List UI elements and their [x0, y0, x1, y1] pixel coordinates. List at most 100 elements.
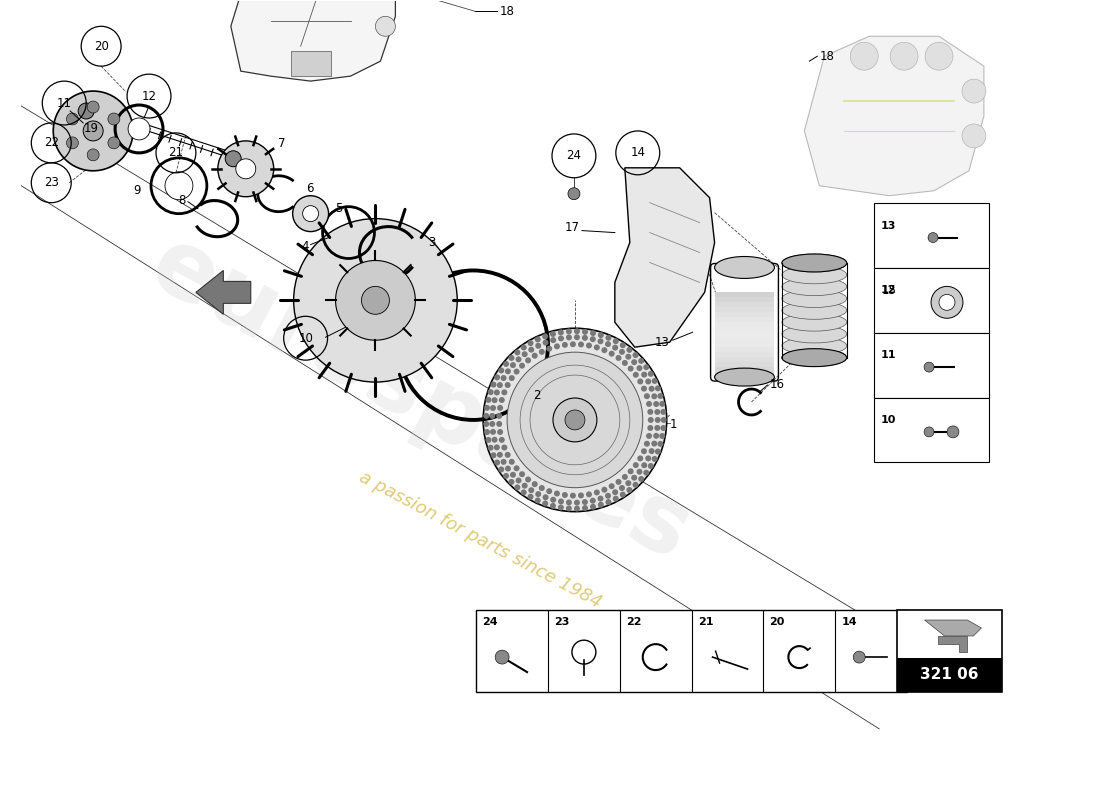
Circle shape — [507, 352, 642, 488]
Ellipse shape — [782, 290, 847, 307]
Circle shape — [508, 479, 515, 485]
Circle shape — [508, 355, 515, 361]
Circle shape — [616, 355, 622, 361]
Circle shape — [590, 498, 596, 504]
Circle shape — [631, 359, 637, 365]
Circle shape — [578, 493, 584, 498]
Circle shape — [505, 466, 512, 471]
Circle shape — [235, 159, 255, 178]
Circle shape — [78, 103, 95, 119]
Circle shape — [850, 42, 878, 70]
Circle shape — [502, 390, 507, 395]
Bar — [715, 367, 774, 372]
Circle shape — [605, 499, 612, 505]
Circle shape — [492, 397, 497, 403]
Bar — [715, 338, 774, 342]
Circle shape — [962, 124, 986, 148]
Circle shape — [641, 448, 647, 454]
Circle shape — [658, 393, 663, 399]
Circle shape — [616, 479, 622, 485]
Ellipse shape — [782, 313, 847, 331]
Circle shape — [226, 150, 241, 166]
Text: eurospares: eurospares — [135, 219, 705, 581]
Circle shape — [558, 330, 564, 335]
Ellipse shape — [715, 257, 774, 278]
Circle shape — [514, 466, 519, 471]
Circle shape — [854, 651, 866, 663]
Circle shape — [521, 351, 528, 357]
Circle shape — [653, 401, 659, 407]
Circle shape — [605, 493, 610, 498]
Circle shape — [947, 426, 959, 438]
Circle shape — [608, 483, 615, 489]
Circle shape — [644, 393, 650, 399]
Text: 6: 6 — [307, 182, 315, 195]
Circle shape — [654, 425, 660, 431]
Circle shape — [503, 361, 509, 367]
Circle shape — [654, 417, 661, 423]
Circle shape — [542, 334, 548, 339]
Circle shape — [605, 341, 610, 347]
Bar — [715, 322, 774, 327]
Circle shape — [562, 492, 568, 498]
Circle shape — [87, 149, 99, 161]
Ellipse shape — [782, 254, 847, 272]
Ellipse shape — [782, 349, 847, 366]
Bar — [476, 610, 908, 692]
Circle shape — [498, 367, 504, 374]
Circle shape — [625, 480, 631, 486]
Circle shape — [84, 121, 103, 141]
Circle shape — [547, 488, 552, 494]
Circle shape — [654, 386, 661, 391]
Circle shape — [515, 350, 520, 355]
Bar — [290, 51, 331, 76]
Circle shape — [490, 421, 495, 427]
Text: 3: 3 — [428, 236, 436, 249]
Circle shape — [594, 345, 600, 350]
Circle shape — [574, 334, 580, 340]
Circle shape — [594, 490, 600, 495]
Circle shape — [924, 362, 934, 372]
Circle shape — [641, 386, 647, 392]
Circle shape — [648, 463, 653, 469]
Circle shape — [578, 342, 584, 347]
Bar — [898, 658, 1002, 692]
Circle shape — [498, 466, 504, 473]
Circle shape — [890, 42, 918, 70]
Bar — [715, 298, 774, 302]
Circle shape — [660, 425, 667, 431]
Circle shape — [491, 382, 496, 387]
Text: 18: 18 — [820, 50, 834, 62]
Polygon shape — [196, 270, 251, 314]
Circle shape — [528, 494, 534, 500]
Text: 10: 10 — [881, 415, 896, 425]
Text: 24: 24 — [482, 618, 498, 627]
Circle shape — [582, 329, 588, 335]
Circle shape — [637, 469, 642, 474]
Circle shape — [637, 378, 644, 385]
Circle shape — [619, 485, 625, 491]
Circle shape — [613, 338, 619, 344]
Circle shape — [494, 374, 501, 380]
Text: 21: 21 — [168, 146, 184, 159]
Bar — [715, 362, 774, 367]
Text: 4: 4 — [301, 240, 309, 253]
Ellipse shape — [782, 302, 847, 319]
Circle shape — [525, 477, 531, 482]
Bar — [715, 332, 774, 338]
Bar — [715, 307, 774, 312]
Circle shape — [590, 330, 596, 336]
Circle shape — [586, 342, 592, 349]
Circle shape — [547, 346, 552, 352]
Text: 16: 16 — [769, 378, 784, 390]
Circle shape — [613, 490, 618, 495]
Circle shape — [659, 433, 666, 439]
Circle shape — [925, 42, 953, 70]
Polygon shape — [925, 620, 981, 636]
Bar — [715, 357, 774, 362]
Circle shape — [496, 413, 503, 419]
Circle shape — [128, 118, 150, 140]
Circle shape — [108, 137, 120, 149]
Circle shape — [528, 346, 535, 353]
Text: 21: 21 — [697, 618, 713, 627]
